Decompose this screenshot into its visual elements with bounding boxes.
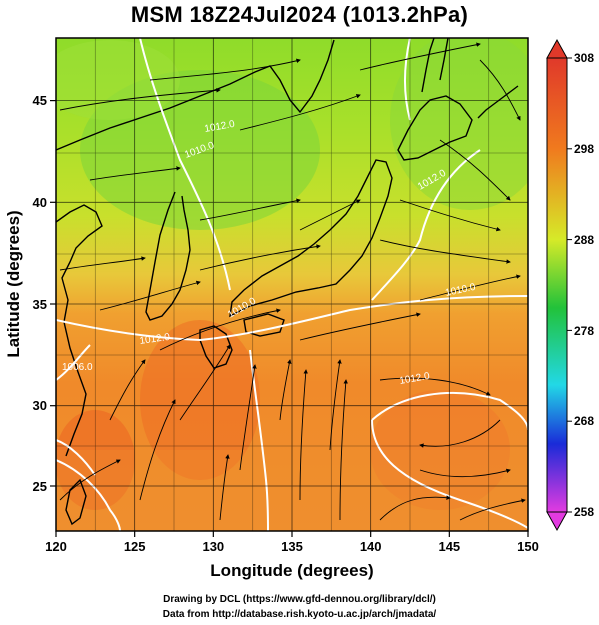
contour-label: 1012.0 (399, 371, 431, 387)
contour-label: 1006.0 (62, 362, 93, 373)
y-tick-label: 25 (33, 479, 47, 494)
x-tick-label: 125 (124, 539, 146, 554)
map-area: 1012.0 1010.0 1012.0 1010.0 1010.0 1012.… (56, 38, 528, 531)
y-tick-label: 45 (33, 93, 47, 108)
colorbar-min-arrow (546, 511, 568, 532)
colorbar-tick-label: 298 (574, 142, 594, 156)
y-axis-label: Latitude (degrees) (4, 210, 23, 357)
x-tick-label: 140 (360, 539, 382, 554)
y-tick-label: 35 (33, 297, 47, 312)
colorbar-tick-label: 308 (574, 51, 594, 65)
x-tick-labels: 120 125 130 135 140 145 150 (45, 539, 539, 554)
colorbar-tick-label: 278 (574, 324, 594, 338)
chart-title: MSM 18Z24Jul2024 (1013.2hPa) (130, 2, 469, 27)
colorbar-max-arrow (546, 38, 568, 59)
y-tick-labels: 25 30 35 40 45 (33, 93, 47, 494)
contour-label: 1012.0 (139, 332, 171, 347)
credit-drawing: Drawing by DCL (https://www.gfd-dennou.o… (163, 594, 436, 605)
coastlines (56, 38, 519, 526)
colorbar-scale (546, 57, 568, 513)
credit-data-source: Data from http://database.rish.kyoto-u.a… (162, 609, 437, 620)
colorbar-tick-label: 288 (574, 233, 594, 247)
y-tick-label: 30 (33, 398, 47, 413)
y-tick-label: 40 (33, 195, 47, 210)
gridlines (56, 38, 528, 531)
colorbar: 308 298 288 278 268 258 (546, 38, 594, 532)
x-tick-label: 120 (45, 539, 67, 554)
colorbar-tick-label: 258 (574, 505, 594, 519)
x-tick-label: 150 (517, 539, 539, 554)
isobars (56, 38, 528, 531)
contour-label: 1012.0 (204, 119, 236, 135)
x-tick-label: 145 (438, 539, 460, 554)
x-tick-label: 130 (202, 539, 224, 554)
colorbar-tick-label: 268 (574, 414, 594, 428)
x-axis-label: Longitude (degrees) (210, 561, 373, 580)
x-tick-label: 135 (281, 539, 303, 554)
tick-marks (50, 99, 529, 537)
